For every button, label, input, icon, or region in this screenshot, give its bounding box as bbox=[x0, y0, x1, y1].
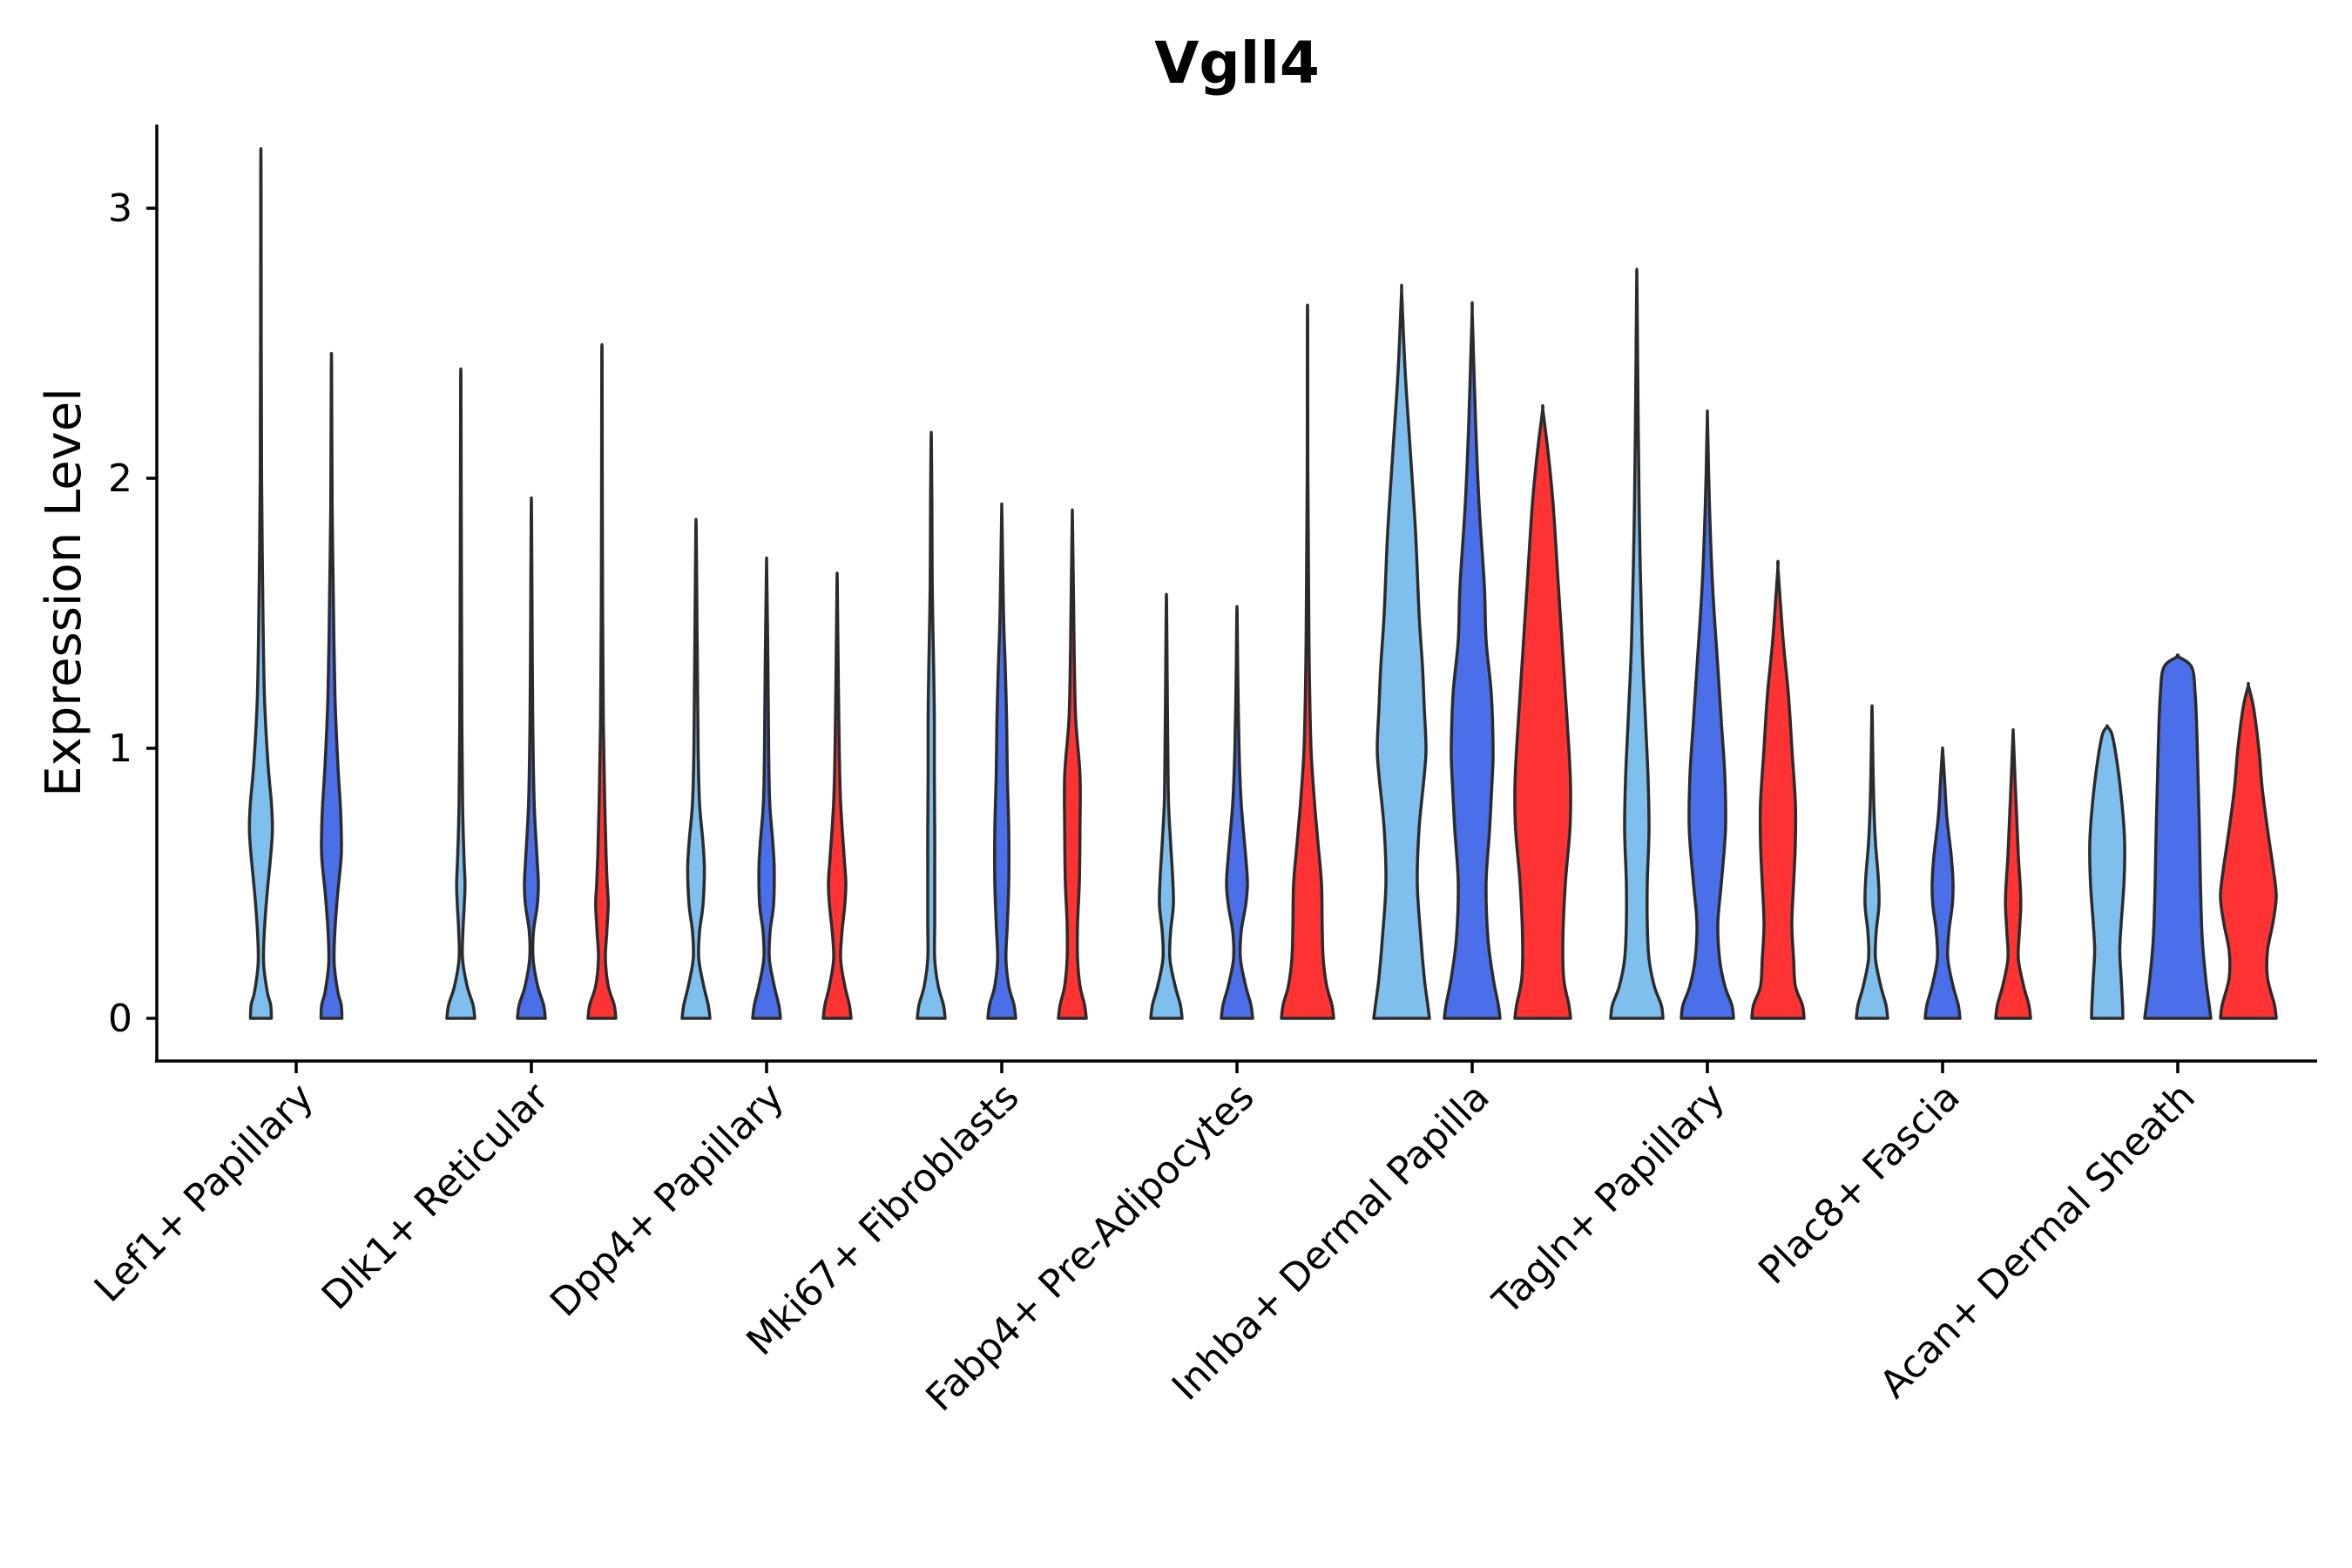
violin-9-2 bbox=[2143, 653, 2213, 1020]
violin-9-1 bbox=[2088, 724, 2126, 1020]
y-ticks: 0 1 2 3 bbox=[108, 186, 157, 1041]
violin-1-1 bbox=[247, 147, 274, 1020]
x-tick-label: Plac8+ Fascia bbox=[1750, 1075, 1969, 1294]
violin-1-2 bbox=[319, 351, 344, 1020]
violin-3-3 bbox=[821, 571, 853, 1020]
violin-7-3 bbox=[1750, 559, 1806, 1020]
y-tick-label: 2 bbox=[108, 456, 132, 501]
chart-title: Vgll4 bbox=[1154, 30, 1320, 97]
violin-6-2 bbox=[1443, 301, 1502, 1020]
y-axis-label: Expression Level bbox=[36, 388, 92, 797]
y-tick-label: 0 bbox=[108, 997, 132, 1041]
violin-2-2 bbox=[516, 496, 547, 1020]
x-tick-label: Tagln+ Papillary bbox=[1484, 1075, 1734, 1324]
violins bbox=[247, 147, 2278, 1020]
violin-7-2 bbox=[1680, 409, 1735, 1020]
violin-5-2 bbox=[1220, 605, 1254, 1020]
violin-2-1 bbox=[445, 367, 476, 1020]
y-tick-label: 1 bbox=[108, 727, 132, 771]
violin-6-1 bbox=[1372, 283, 1431, 1020]
violin-3-1 bbox=[680, 517, 712, 1020]
violin-8-2 bbox=[1923, 746, 1962, 1020]
violin-9-3 bbox=[2219, 681, 2278, 1020]
violin-5-1 bbox=[1149, 592, 1184, 1020]
x-tick-label: Dpp4+ Papillary bbox=[542, 1075, 793, 1326]
violin-4-2 bbox=[986, 502, 1017, 1020]
y-tick-label: 3 bbox=[108, 186, 132, 231]
violin-3-2 bbox=[751, 556, 782, 1020]
violin-2-3 bbox=[586, 342, 618, 1020]
violin-4-1 bbox=[916, 430, 947, 1020]
violin-5-3 bbox=[1280, 303, 1335, 1020]
violin-8-1 bbox=[1855, 704, 1889, 1020]
violin-6-3 bbox=[1513, 403, 1572, 1020]
violin-4-3 bbox=[1057, 508, 1088, 1020]
violin-7-1 bbox=[1609, 267, 1665, 1020]
violin-8-3 bbox=[1994, 727, 2032, 1020]
x-tick-label: Dlk1+ Reticular bbox=[314, 1074, 558, 1319]
x-tick-label: Lef1+ Papillary bbox=[86, 1075, 322, 1311]
